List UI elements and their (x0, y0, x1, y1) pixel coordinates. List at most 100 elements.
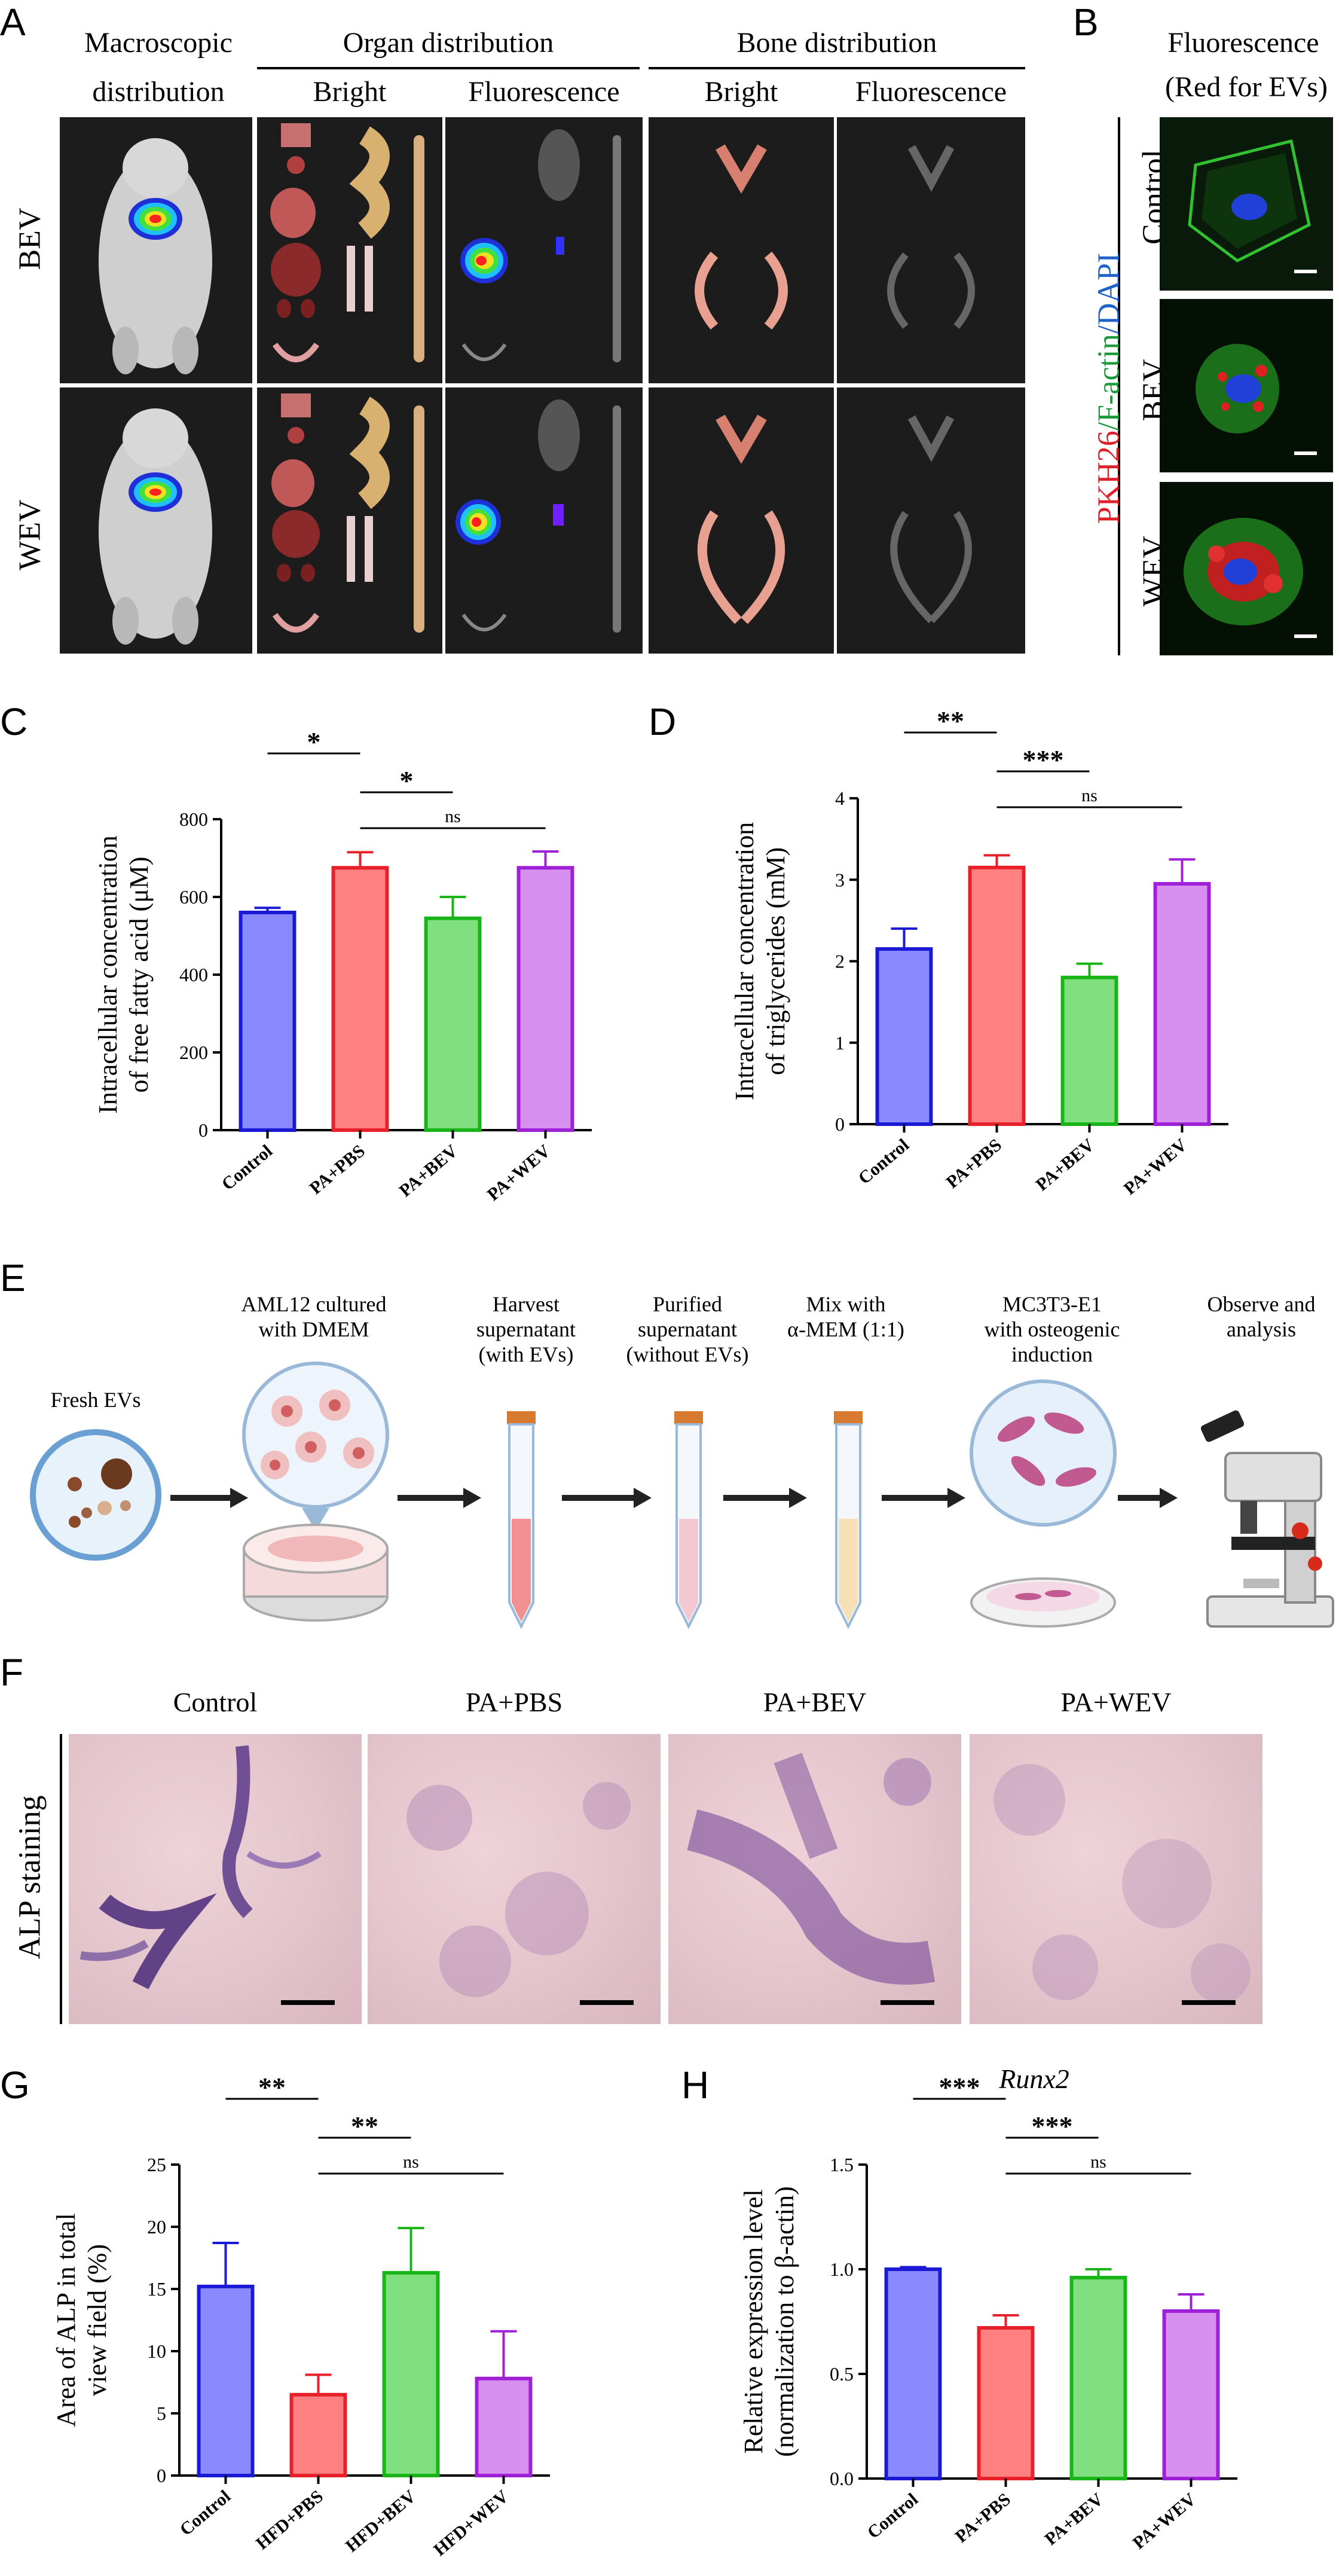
x-tick-label: PA+PBS (306, 1141, 369, 1198)
significance-label: * (400, 765, 414, 796)
row-label-wev: WEV (13, 499, 47, 570)
x-tick-label: PA+BEV (396, 1141, 462, 1201)
significance-label: * (307, 727, 321, 757)
bar (516, 866, 574, 1132)
x-tick-label: HFD+WEV (430, 2486, 512, 2560)
step-4-text: Mix with α-MEM (1:1) (787, 1292, 904, 1341)
organ-fluorescence-image-wev (445, 387, 643, 654)
arrow-icon (1118, 1488, 1178, 1508)
y-tick-label: 0.0 (830, 2468, 854, 2489)
bone-fluorescence-image-wev (837, 387, 1025, 654)
y-axis-label-line2: view field (%) (82, 2244, 112, 2396)
panel-h-label: H (681, 2064, 710, 2107)
x-tick-label: Control (176, 2486, 234, 2540)
alp-image-control (69, 1734, 362, 2024)
panel-a-label: A (0, 1, 26, 44)
chart-h: Relative expression level (normalization … (739, 2072, 1237, 2553)
fluor-cell-control (1160, 117, 1333, 291)
panel-g-label: G (0, 2064, 30, 2107)
stain-label-red: PKH26 (1092, 431, 1126, 524)
y-tick-label: 3 (835, 869, 845, 890)
bone-bright-header: Bright (704, 76, 778, 108)
significance-label: *** (939, 2072, 980, 2102)
y-tick-label: 10 (147, 2340, 166, 2362)
f-col-pa-pbs: PA+PBS (465, 1687, 563, 1717)
bar (424, 916, 482, 1132)
y-axis-label-line1: Area of ALP in total (51, 2213, 81, 2427)
y-axis-label-line2: (normalization to β-actin) (770, 2186, 799, 2456)
alp-image-pa-wev (970, 1734, 1262, 2024)
bar (289, 2392, 347, 2477)
significance-label: *** (1023, 744, 1064, 775)
x-tick-label: PA+WEV (484, 1141, 554, 1205)
panel-f-divider (60, 1734, 62, 2024)
tube-without-evs-icon (674, 1411, 703, 1629)
alp-image-pa-pbs (368, 1734, 661, 2024)
bar (1153, 882, 1211, 1126)
x-tick-label: PA+WEV (1120, 1135, 1191, 1199)
organ-header-rule (257, 67, 640, 69)
panel-d-label: D (649, 700, 677, 743)
bone-header-rule (649, 67, 1025, 69)
panel-b-title-2: (Red for EVs) (1165, 71, 1328, 103)
microscope-icon (1200, 1410, 1334, 1628)
panel-b-divider (1118, 117, 1120, 655)
significance-label: ** (937, 706, 964, 736)
y-axis-label-line1: Relative expression level (739, 2189, 768, 2453)
x-tick-label: PA+WEV (1129, 2489, 1200, 2553)
fluor-cell-wev (1160, 482, 1333, 655)
y-tick-label: 0 (198, 1119, 208, 1141)
panel-b-label: B (1073, 1, 1099, 44)
bar (977, 2326, 1035, 2480)
workflow-illustration (30, 1362, 1334, 1629)
macroscopic-header-1: Macroscopic (84, 27, 233, 59)
significance-label: ** (258, 2072, 286, 2102)
y-tick-label: 15 (147, 2278, 166, 2300)
x-tick-label: PA+BEV (1041, 2489, 1108, 2549)
row-label-bev: BEV (13, 207, 47, 270)
step-2-text: Harvest supernatant (with EVs) (476, 1292, 576, 1366)
panel-b-title-1: Fluorescence (1167, 27, 1319, 59)
bar (382, 2270, 440, 2477)
arrow-icon (882, 1488, 965, 1508)
step-5-text: MC3T3-E1 with osteogenic induction (984, 1292, 1120, 1366)
mouse-bev-illustration (99, 138, 212, 374)
y-tick-label: 0.5 (830, 2363, 854, 2385)
y-tick-label: 20 (147, 2216, 166, 2238)
y-tick-label: 0 (157, 2465, 166, 2486)
f-col-pa-bev: PA+BEV (763, 1687, 867, 1717)
macroscopic-header-2: distribution (92, 76, 225, 108)
bar (197, 2284, 255, 2477)
significance-label: ns (403, 2152, 419, 2172)
y-tick-label: 400 (179, 964, 208, 985)
y-tick-label: 1.5 (830, 2154, 854, 2175)
bar (331, 866, 389, 1132)
panel-f-label: F (0, 1651, 24, 1694)
chart-g: Area of ALP in total view field (%) 0 5 10 15… (51, 2072, 550, 2560)
mc3t3-culture-icon (970, 1379, 1117, 1628)
bone-distribution-header: Bone distribution (736, 27, 937, 59)
y-tick-label: 600 (179, 886, 208, 908)
arrow-icon (170, 1488, 248, 1508)
bar (239, 911, 296, 1132)
bar (875, 947, 933, 1126)
bone-bright-image-bev (649, 117, 834, 383)
y-tick-label: 1.0 (830, 2258, 854, 2280)
stain-label: PKH26/F-actin/DAPI (1092, 233, 1127, 544)
panel-c-label: C (0, 700, 28, 743)
y-tick-label: 0 (835, 1113, 845, 1135)
x-tick-label: PA+BEV (1032, 1135, 1099, 1195)
y-tick-label: 1 (835, 1032, 845, 1054)
chart-c: Intracellular concentration of free fatty… (93, 727, 592, 1205)
x-tick-label: PA+PBS (952, 2489, 1014, 2547)
organ-bright-header: Bright (313, 76, 387, 108)
organ-bright-image-wev (257, 387, 442, 654)
y-tick-label: 800 (179, 808, 208, 830)
step-1-text: AML12 cultured with DMEM (241, 1292, 387, 1341)
bar (884, 2267, 942, 2480)
y-tick-label: 200 (179, 1042, 208, 1063)
y-tick-label: 5 (157, 2403, 166, 2424)
tube-with-evs-icon (507, 1411, 536, 1629)
bar (968, 865, 1026, 1126)
arrow-icon (562, 1488, 652, 1508)
